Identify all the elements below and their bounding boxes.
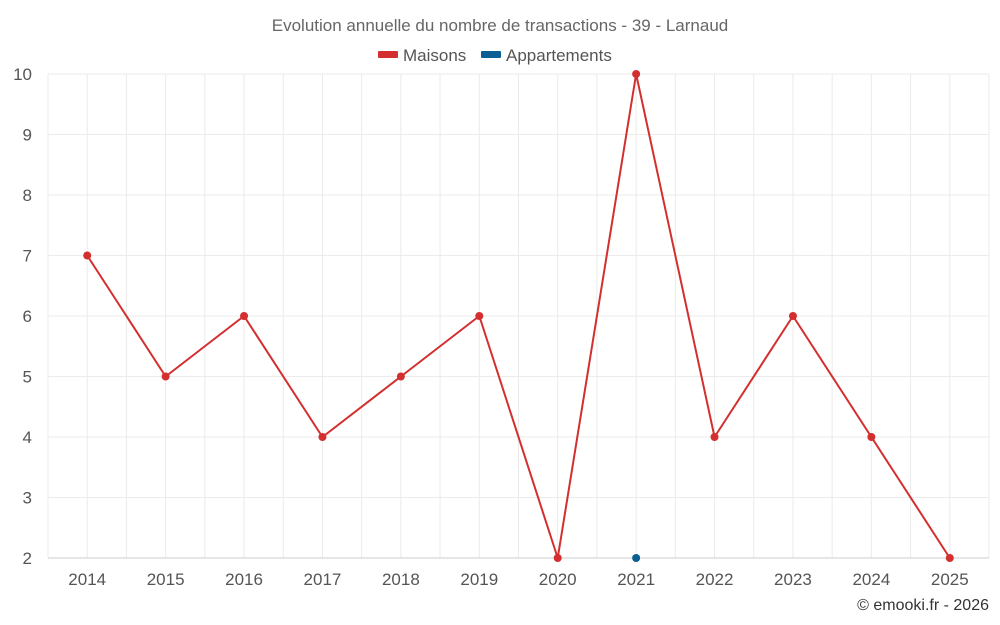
legend-swatch-maisons[interactable] (378, 51, 398, 58)
y-tick-label: 8 (23, 186, 32, 205)
y-axis: 2 3 4 5 6 7 8 9 10 (13, 65, 32, 568)
y-tick-label: 5 (23, 368, 32, 387)
data-point-maisons-2019[interactable] (475, 312, 484, 320)
series (83, 70, 954, 562)
x-tick-label-2014: 2014 (68, 570, 106, 589)
x-tick-label-2021: 2021 (617, 570, 655, 589)
data-point-maisons-2016[interactable] (240, 312, 249, 320)
data-point-maisons-2014[interactable] (83, 251, 92, 260)
y-tick-label: 2 (23, 549, 32, 568)
x-tick-label-2024: 2024 (852, 570, 890, 589)
data-point-maisons-2015[interactable] (161, 372, 170, 381)
legend-swatch-appartements[interactable] (481, 51, 501, 58)
credit-text: © emooki.fr - 2026 (857, 597, 989, 614)
x-axis: 2014 2015 2016 2017 2018 2019 2020 2021 2022 2023… (48, 557, 989, 589)
data-point-maisons-2025[interactable] (945, 554, 954, 562)
legend-label-maisons[interactable]: Maisons (403, 46, 466, 65)
x-tick-label-2019: 2019 (460, 570, 498, 589)
y-tick-label: 10 (13, 65, 32, 84)
x-tick-label-2018: 2018 (382, 570, 420, 589)
legend-label-appartements[interactable]: Appartements (506, 46, 612, 65)
x-tick-label-2023: 2023 (774, 570, 812, 589)
x-tick-label-2016: 2016 (225, 570, 263, 589)
chart-title: Evolution annuelle du nombre de transact… (272, 16, 728, 35)
data-point-appartements-2021[interactable] (632, 554, 641, 562)
data-point-maisons-2017[interactable] (318, 433, 327, 441)
legend: Maisons Appartements (378, 46, 612, 65)
y-tick-label: 6 (23, 307, 32, 326)
data-point-maisons-2024[interactable] (867, 433, 876, 441)
x-tick-label-2025: 2025 (931, 570, 969, 589)
data-point-maisons-2022[interactable] (710, 433, 719, 441)
data-point-maisons-2018[interactable] (396, 372, 405, 381)
x-tick-label-2015: 2015 (147, 570, 185, 589)
data-point-maisons-2020[interactable] (553, 554, 562, 562)
data-point-maisons-2023[interactable] (788, 312, 797, 320)
x-tick-label-2017: 2017 (304, 570, 342, 589)
y-tick-label: 9 (23, 126, 32, 145)
y-tick-label: 4 (23, 428, 32, 447)
gridlines (47, 73, 990, 559)
data-point-maisons-2021[interactable] (632, 70, 641, 78)
series-line-maisons (86, 73, 951, 559)
x-tick-label-2022: 2022 (696, 570, 734, 589)
x-tick-label-2020: 2020 (539, 570, 577, 589)
y-tick-label: 3 (23, 489, 32, 508)
y-tick-label: 7 (23, 247, 32, 266)
